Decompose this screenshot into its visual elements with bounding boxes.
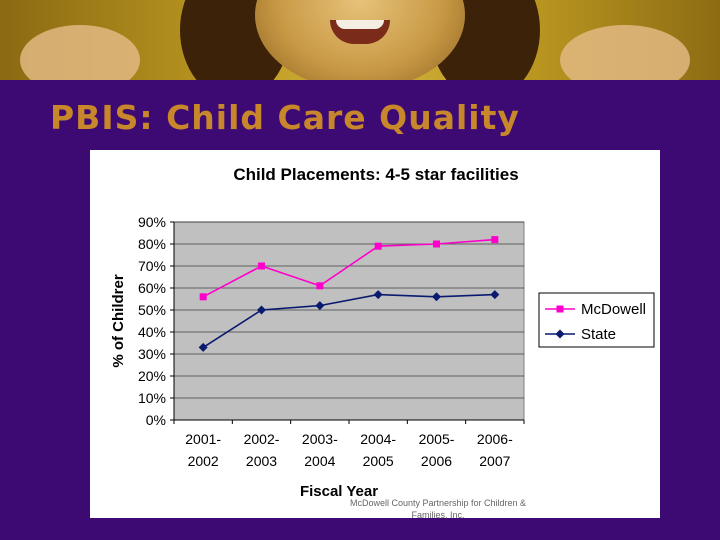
y-tick-label: 20% xyxy=(138,368,166,384)
x-tick-label: 2001- xyxy=(185,431,221,447)
teeth-shape xyxy=(336,20,384,29)
y-tick-label: 30% xyxy=(138,346,166,362)
legend-label-mcdowell: McDowell xyxy=(581,301,646,318)
series-line-mcdowell xyxy=(202,238,495,298)
data-point-state xyxy=(490,290,500,300)
y-tick-label: 10% xyxy=(138,390,166,406)
footer-text: McDowell County Partnership for Children… xyxy=(349,498,527,520)
series-line-state xyxy=(202,293,495,349)
x-tick-label: 2002- xyxy=(244,431,280,447)
plot-area xyxy=(173,221,525,421)
x-tick-label: 2006 xyxy=(421,453,452,469)
hand-right-shape xyxy=(560,25,690,80)
data-point-state xyxy=(315,301,325,311)
hand-left-shape xyxy=(20,25,140,80)
x-tick-label: 2006- xyxy=(477,431,513,447)
legend-marker-mcdowell xyxy=(556,305,564,313)
data-point-state xyxy=(257,305,266,315)
y-tick-label: 40% xyxy=(138,324,166,340)
chart-panel: 0% 10% 20% 30% 40% 50% 60% 70% 80% 90% 2001- 2002 20… xyxy=(90,150,660,518)
data-point-state xyxy=(198,342,208,352)
data-point-state xyxy=(432,292,441,302)
y-tick-label: 90% xyxy=(138,214,166,230)
x-tick-label: 2002 xyxy=(188,453,219,469)
y-tick-label: 50% xyxy=(138,302,166,318)
data-point-mcdowell xyxy=(491,236,499,244)
x-tick-label: 2004 xyxy=(304,453,335,469)
data-point-mcdowell xyxy=(374,242,382,250)
y-tick-label: 80% xyxy=(138,236,166,252)
data-point-mcdowell xyxy=(433,240,440,248)
x-tick-label: 2005 xyxy=(363,453,394,469)
chart-title: Child Placements: 4-5 star facilities xyxy=(233,165,518,184)
x-tick-label: 2005- xyxy=(419,431,455,447)
data-point-state xyxy=(373,290,383,300)
x-tick-label: 2003 xyxy=(246,453,277,469)
legend-marker-state xyxy=(555,329,565,339)
data-point-mcdowell xyxy=(199,293,207,301)
y-tick-label: 60% xyxy=(138,280,166,296)
x-tick-label: 2004- xyxy=(360,431,396,447)
header-photo-banner xyxy=(0,0,720,80)
data-point-mcdowell xyxy=(316,282,324,290)
legend-label-state: State xyxy=(581,326,616,343)
legend-box xyxy=(538,292,655,348)
y-axis-label: % of Childrer xyxy=(110,274,127,368)
line-chart: 0% 10% 20% 30% 40% 50% 60% 70% 80% 90% 2001- 2002 20… xyxy=(110,165,655,500)
y-tick-label: 70% xyxy=(138,258,166,274)
x-tick-label: 2003- xyxy=(302,431,338,447)
x-tick-label: 2007 xyxy=(479,453,510,469)
data-point-mcdowell xyxy=(258,262,265,270)
y-tick-label: 0% xyxy=(146,412,166,428)
x-axis-label: Fiscal Year xyxy=(300,483,378,500)
slide-title: PBIS: Child Care Quality xyxy=(50,98,520,137)
